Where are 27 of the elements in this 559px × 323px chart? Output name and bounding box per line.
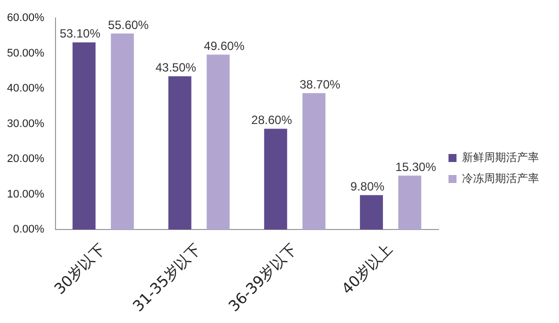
bar (110, 34, 134, 230)
legend-label: 冷冻周期活产率 (462, 172, 539, 185)
bar (302, 93, 326, 230)
bar (72, 42, 96, 230)
bar (206, 54, 230, 230)
data-label: 53.10% (60, 26, 101, 41)
y-tick-label: 50.00% (6, 47, 45, 60)
data-label: 28.60% (251, 113, 292, 128)
bar (168, 76, 192, 230)
y-tick-label: 0.00% (13, 224, 45, 236)
bar (360, 195, 383, 230)
data-label: 49.60% (204, 38, 245, 53)
y-tick-label: 30.00% (6, 118, 45, 130)
data-label: 55.60% (108, 18, 150, 32)
y-tick-label: 40.00% (6, 82, 45, 95)
y-tick-label: 20.00% (6, 153, 45, 166)
data-label: 15.30% (395, 160, 436, 174)
bar (398, 176, 422, 230)
data-label: 38.70% (300, 77, 341, 92)
bar (264, 128, 288, 230)
y-tick-label: 60.00% (6, 12, 45, 24)
data-label: 9.80% (350, 179, 385, 194)
y-tick-label: 10.00% (6, 188, 45, 200)
legend-label: 新鲜周期活产率 (462, 150, 539, 164)
x-tick-label: 30岁以下 (50, 240, 109, 298)
data-label: 43.50% (155, 60, 197, 75)
x-tick-label: 40岁以上 (338, 240, 396, 298)
